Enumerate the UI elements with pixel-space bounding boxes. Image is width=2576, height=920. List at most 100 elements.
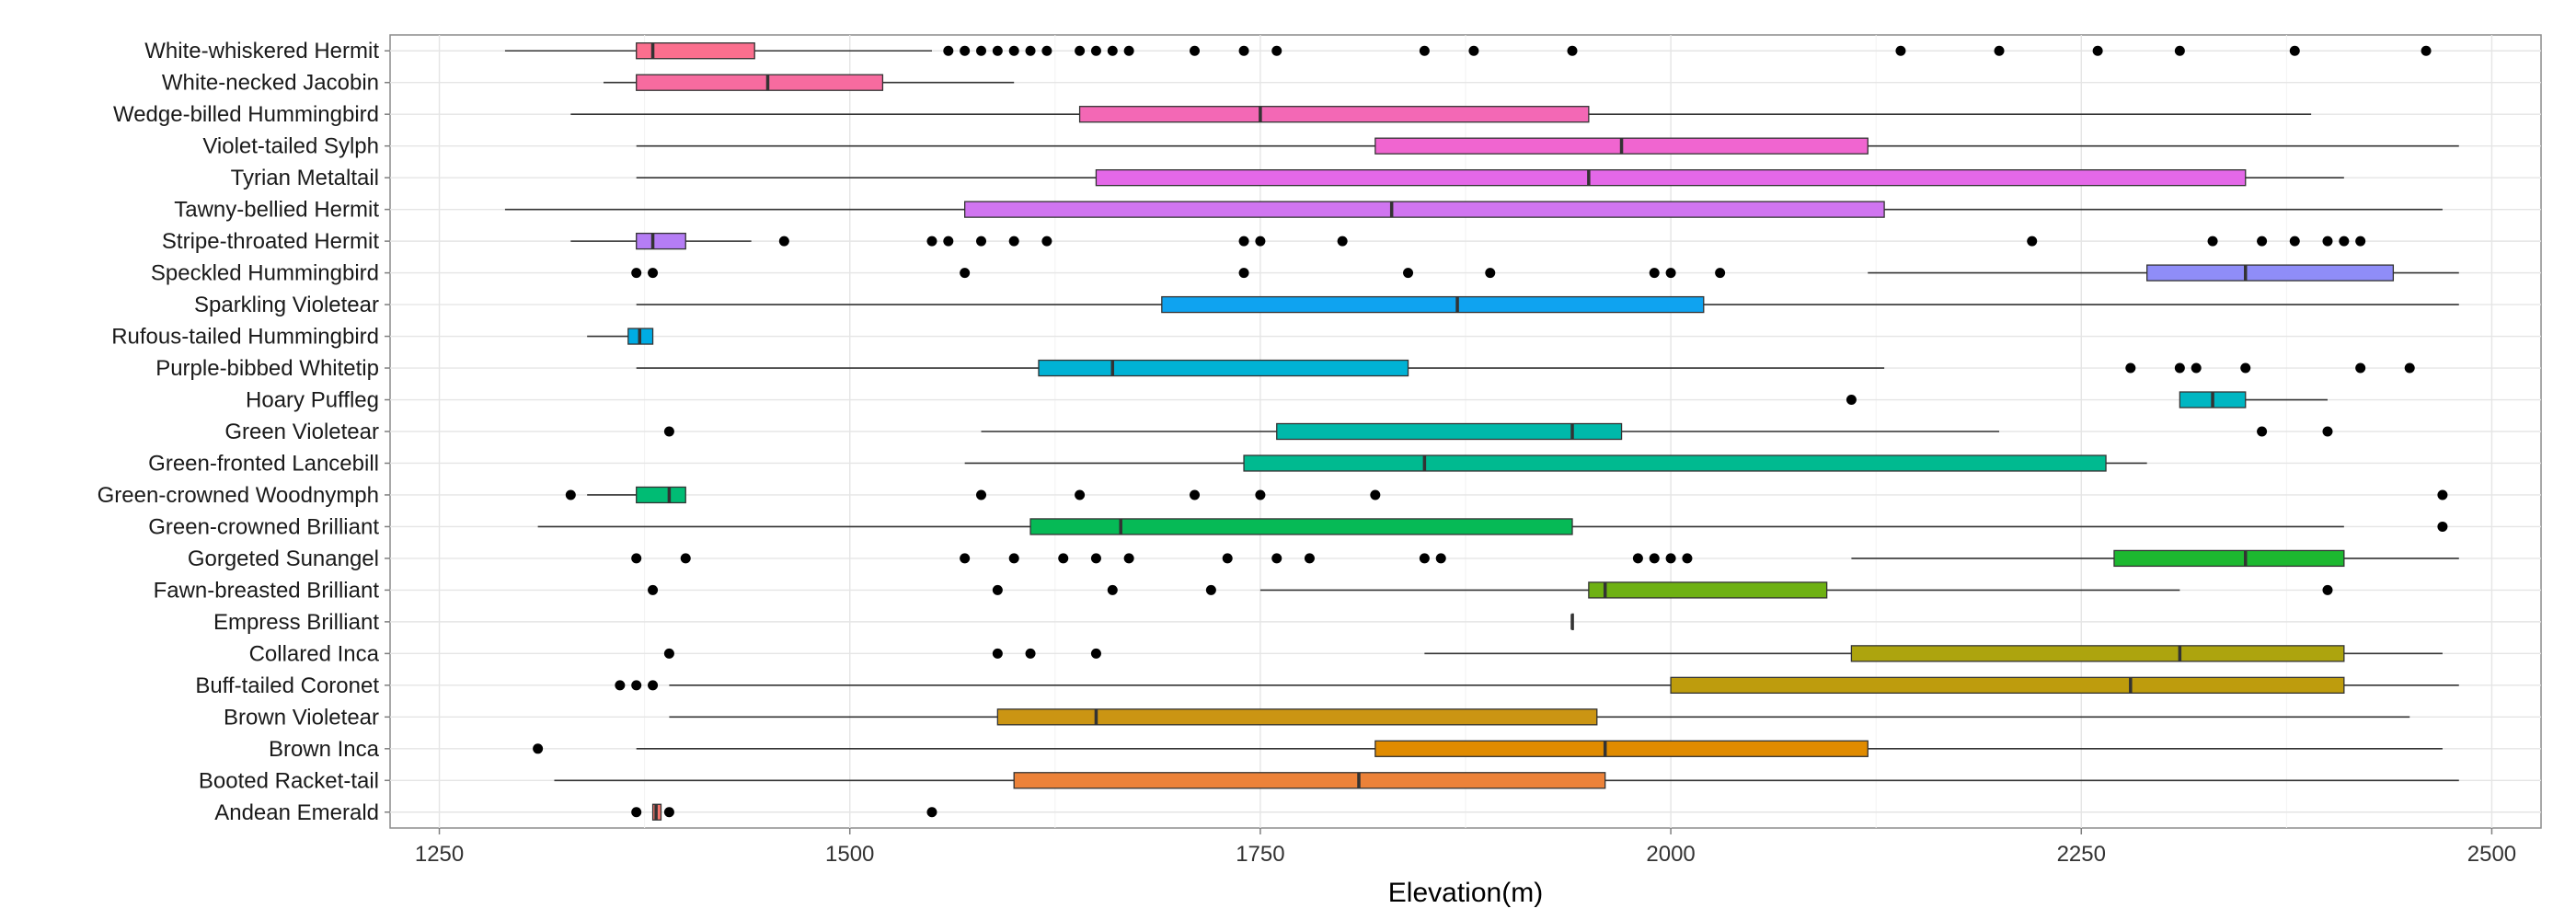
category-label: Speckled Hummingbird: [151, 261, 379, 286]
category-label: Green-crowned Woodnymph: [98, 483, 379, 508]
category-label: Wedge-billed Hummingbird: [113, 102, 379, 127]
box-wedge-billed-hummingbird: [570, 106, 2312, 123]
outlier-point: [648, 268, 659, 279]
outlier-point: [1222, 553, 1233, 564]
outlier-point: [1107, 584, 1118, 595]
category-label: White-necked Jacobin: [162, 71, 379, 96]
box-buff-tailed-coronet: [615, 676, 2459, 694]
outlier-point: [2404, 362, 2415, 374]
outlier-point: [565, 489, 576, 500]
outlier-point: [1419, 553, 1430, 564]
box-collared-inca: [663, 645, 2443, 662]
box-green-crowned-woodnymph: [565, 486, 2448, 504]
outlier-point: [2437, 489, 2448, 500]
outlier-point: [992, 45, 1003, 56]
outlier-point: [680, 553, 691, 564]
outlier-point: [1075, 489, 1086, 500]
outlier-point: [2191, 362, 2202, 374]
x-tick-label: 2000: [1646, 842, 1695, 867]
outlier-point: [1715, 268, 1726, 279]
outlier-point: [778, 236, 789, 247]
outlier-point: [1025, 45, 1036, 56]
outlier-point: [2355, 362, 2366, 374]
outlier-point: [960, 45, 971, 56]
outlier-point: [663, 648, 674, 659]
outlier-point: [2207, 236, 2218, 247]
outlier-point: [1567, 45, 1578, 56]
category-labels: White-whiskered Hermit White-necked Jacob…: [98, 39, 390, 825]
box-iqr: [1038, 359, 1409, 377]
outlier-point: [2257, 236, 2268, 247]
box-iqr: [636, 74, 884, 91]
outlier-point: [1238, 236, 1249, 247]
box-speckled-hummingbird: [631, 264, 2459, 282]
outlier-point: [1090, 648, 1101, 659]
outlier-point: [648, 680, 659, 691]
category-label: Stripe-throated Hermit: [162, 229, 379, 254]
category-label: Brown Violetear: [224, 705, 379, 730]
outlier-point: [960, 553, 971, 564]
outlier-point: [1665, 553, 1676, 564]
x-axis-title: Elevation(m): [1388, 878, 1543, 908]
outlier-point: [2355, 236, 2366, 247]
box-iqr: [2146, 264, 2395, 282]
box-andean-emerald: [631, 803, 937, 821]
outlier-point: [992, 584, 1003, 595]
box-tawny-bellied-hermit: [504, 201, 2443, 218]
category-label: Violet-tailed Sylph: [202, 134, 379, 159]
box-iqr: [1588, 581, 1828, 599]
outlier-point: [1632, 553, 1643, 564]
box-tyrian-metaltail: [636, 169, 2344, 187]
outlier-point: [992, 648, 1003, 659]
category-label: Sparkling Violetear: [194, 293, 379, 317]
box-rufous-tailed-hummingbird: [587, 328, 654, 345]
outlier-point: [2289, 236, 2300, 247]
outlier-point: [1485, 268, 1496, 279]
category-label: Andean Emerald: [214, 800, 379, 825]
outlier-point: [631, 553, 642, 564]
box-white-whiskered-hermit: [504, 42, 2432, 60]
box-iqr: [636, 232, 686, 250]
outlier-point: [2174, 45, 2185, 56]
outlier-point: [1238, 45, 1249, 56]
box-brown-inca: [533, 740, 2443, 757]
box-iqr: [1095, 169, 2247, 187]
outlier-point: [2125, 362, 2136, 374]
outlier-point: [1041, 45, 1052, 56]
outlier-point: [1238, 268, 1249, 279]
outlier-point: [2289, 45, 2300, 56]
outlier-point: [1205, 584, 1216, 595]
outlier-point: [2257, 426, 2268, 437]
box-brown-violetear: [669, 708, 2410, 726]
outlier-point: [1025, 648, 1036, 659]
x-tick-label: 2250: [2057, 842, 2106, 867]
outlier-point: [1255, 489, 1266, 500]
outlier-point: [1994, 45, 2005, 56]
outlier-point: [2174, 362, 2185, 374]
category-label: White-whiskered Hermit: [144, 39, 379, 63]
outlier-point: [2092, 45, 2103, 56]
outlier-point: [1649, 553, 1660, 564]
outlier-point: [976, 45, 987, 56]
box-iqr: [1078, 106, 1590, 123]
outlier-point: [1468, 45, 1479, 56]
outlier-point: [615, 680, 626, 691]
x-tick-label: 1250: [415, 842, 464, 867]
box-iqr: [1029, 518, 1573, 535]
box-iqr: [1850, 645, 2345, 662]
category-label: Tawny-bellied Hermit: [174, 198, 379, 223]
outlier-point: [1255, 236, 1266, 247]
box-iqr: [636, 42, 755, 60]
outlier-point: [1075, 45, 1086, 56]
outlier-point: [2339, 236, 2350, 247]
category-label: Hoary Puffleg: [246, 388, 379, 413]
outlier-point: [1649, 268, 1660, 279]
box-marks: [504, 42, 2459, 821]
outlier-point: [1665, 268, 1676, 279]
x-tick-label: 1500: [825, 842, 874, 867]
x-tick-label: 2500: [2467, 842, 2516, 867]
category-label: Fawn-breasted Brilliant: [154, 578, 380, 603]
outlier-point: [1895, 45, 1906, 56]
category-label: Buff-tailed Coronet: [195, 673, 379, 698]
